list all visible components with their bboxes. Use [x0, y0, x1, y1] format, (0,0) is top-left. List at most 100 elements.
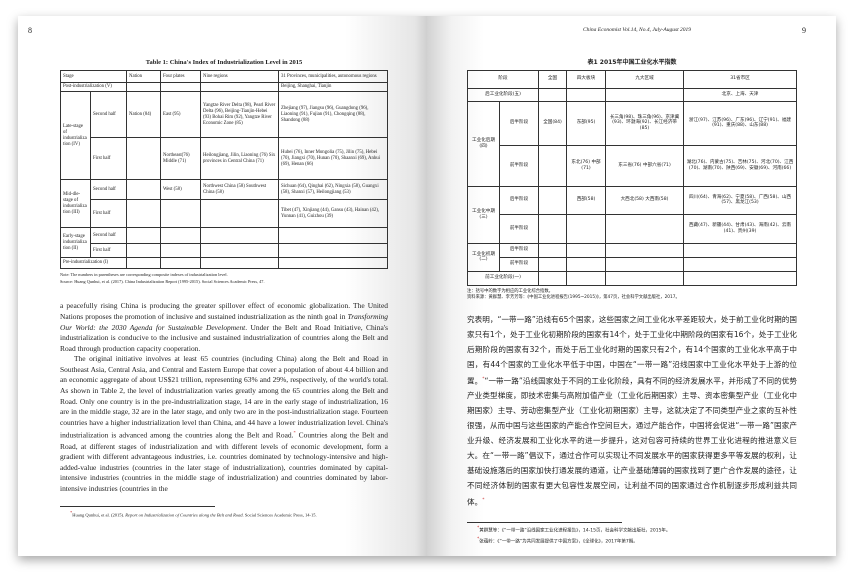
- regions-cell: 大西北(58) 大西南(58): [605, 185, 685, 215]
- note-text: 注：括号中的数字为相应的工业化综合指数。: [467, 288, 553, 294]
- table-row: First half Tibet (47), Xinjiang (44), Ga…: [61, 199, 388, 229]
- footnote-divider: [60, 506, 215, 508]
- provinces-cell: 北京、上海、天津: [683, 87, 797, 102]
- text: a peacefully rising China is producing t…: [60, 301, 388, 321]
- regions-cell: Northwest China (58) Southwest China (58…: [200, 179, 280, 201]
- footnotes: *黄群慧等：《“一带一路”沿线国家工业化进程报告》，14-15页，社会科学文献出…: [467, 525, 797, 547]
- provinces-cell: Beijing, Shanghai, Tianjin: [278, 82, 388, 93]
- provinces-cell: 西藏(47)、新疆(44)、甘肃(43)、海南(42)、云南(41)、贵州(39…: [683, 213, 797, 244]
- plates-cell: East (95): [160, 91, 202, 139]
- table-row: 工业化后期(四) 后半阶段 全国(84) 东部(95) 长三角(98)、珠三角(…: [467, 100, 797, 187]
- provinces-cell: Sichuan (64), Qinghai (62), Ningxia (58)…: [278, 179, 388, 201]
- header-plates: 四大板块: [566, 69, 607, 89]
- footnote-marker: *: [70, 510, 73, 516]
- paragraph: a peacefully rising China is producing t…: [60, 301, 388, 354]
- left-page: 8 Table 1: China's Index of Industrializ…: [18, 16, 427, 556]
- plates-cell: West (58): [160, 179, 202, 201]
- text: Huang Qunhui, et al. (2015).: [72, 512, 126, 518]
- stage-cell: 工业化初期(二): [467, 242, 500, 272]
- text: 黄群慧等：《“一带一路”沿线国家工业化进程报告》，14-15页，社会科学文献出版…: [479, 528, 671, 534]
- provinces-cell: 湖北(76)、内蒙古(75)、吉林(75)、河北(70)、江西(70)、湖南(7…: [683, 144, 797, 187]
- stage-cell: Mid-dle-stage of industrialization (III): [60, 179, 91, 229]
- half-cell: Second half: [89, 91, 128, 139]
- text: 张蕴岭：《“一带一路”为共同发展提供了中国方案》，《全球化》，2017年第7期。: [479, 539, 638, 545]
- body-text-zh: 究表明，“一带一路”沿线有65个国家，这些国家之间工业化水平差距较大，处于前工业…: [467, 312, 797, 510]
- source-text: Source: Huang Qunhui, et al. (2017). Chi…: [60, 278, 265, 284]
- header-stage: 阶段: [466, 69, 540, 89]
- header-regions: 九大区域: [605, 69, 685, 89]
- right-page: China Economist Vol.14, No.4, July-Augus…: [427, 16, 836, 556]
- table-row: 前工业化阶段(一): [466, 270, 797, 286]
- table-row: Late-stage of industrialization (IV) Sec…: [60, 91, 388, 181]
- right-page-content: 表1 2015年中国工业化水平指数 阶段 全国 四大板块 九大区域 31省市区 …: [466, 59, 797, 547]
- table-row: 工业化中期(三) 后半阶段 西部(58) 大西北(58) 大西南(58) 四川(…: [467, 185, 797, 244]
- footnote-marker: *: [477, 525, 480, 531]
- table-title: 表1 2015年中国工业化水平指数: [587, 59, 677, 66]
- header-nation: Nation: [126, 70, 162, 84]
- text: Countries along the Belt and Road, at di…: [60, 430, 388, 493]
- stage-cell: Post-industrialization (V): [59, 82, 128, 93]
- text: . Under the Belt and Road Initiative, Ch…: [60, 322, 388, 353]
- regions-cell: Heilongjiang, Jilin, Liaoning (76) Six p…: [200, 137, 280, 181]
- footnote-divider: [467, 521, 622, 523]
- table-row: 前半阶段 西藏(47)、新疆(44)、甘肃(43)、海南(42)、云南(41)、…: [468, 213, 797, 244]
- footnote-marker[interactable]: *: [482, 376, 485, 382]
- footnote: *Huang Qunhui, et al. (2015). Report on …: [60, 509, 388, 520]
- stage-cell: 后工业化阶段(五): [466, 87, 540, 102]
- half-cell: First half: [89, 199, 128, 229]
- half-cell: 前半阶段: [498, 144, 540, 187]
- half-cell: First half: [89, 137, 128, 181]
- italic-title: Transforming Our World: the 2030 Agenda …: [60, 311, 388, 332]
- industrialization-table: Stage Nation Four plates Nine regions 31…: [59, 70, 388, 270]
- half-cell: 后半阶段: [498, 185, 540, 215]
- footnote-marker[interactable]: *: [293, 430, 296, 436]
- provinces-cell: 四川(64)、青海(62)、宁夏(58)、广西(58)、山西(57)、黑龙江(5…: [683, 185, 797, 215]
- provinces-cell: Zhejiang (97), Jiangsu (96), Guangdong (…: [278, 91, 388, 139]
- plates-cell: 东北(76) 中部(71): [566, 144, 607, 187]
- stage-cell: Late-stage of industrialization (IV): [60, 91, 91, 181]
- stage-cell: Pre-industrialization (I): [59, 257, 128, 270]
- footnote-marker[interactable]: *: [482, 498, 485, 504]
- text: Social Sciences Academic Press, 14-15.: [243, 512, 317, 518]
- header-provinces: 31 Provinces, municipalities, autonomous…: [278, 70, 388, 84]
- half-cell: First half: [89, 243, 128, 259]
- page-number: 9: [802, 26, 806, 35]
- header-regions: Nine regions: [200, 70, 280, 84]
- left-page-content: Table 1: China's Index of Industrializat…: [59, 59, 388, 521]
- note-text: Note: The numbers in parentheses are cor…: [60, 272, 228, 278]
- table-title: Table 1: China's Index of Industrializat…: [145, 59, 303, 66]
- table-row: 后工业化阶段(五) 北京、上海、天津: [466, 87, 797, 102]
- provinces-cell: Tibet (47), Xinjiang (44), Gansu (43), H…: [278, 199, 388, 229]
- header-plates: Four plates: [160, 70, 202, 84]
- footnote: *张蕴岭：《“一带一路”为共同发展提供了中国方案》，《全球化》，2017年第7期…: [477, 536, 797, 547]
- regions-cell: Yangtze River Delta (98), Pearl River De…: [200, 91, 280, 139]
- text: The original initiative involves at leas…: [60, 354, 388, 440]
- header-nation: 全国: [538, 69, 568, 89]
- table-row: 工业化初期(二) 后半阶段: [467, 242, 797, 272]
- source-text: 资料来源：黄群慧、李芳芳等：《中国工业化进程报告(1995~2015)》，第47…: [467, 295, 680, 301]
- running-head: China Economist Vol.14, No.4, July-Augus…: [582, 27, 691, 33]
- paragraph: The original initiative involves at leas…: [60, 354, 388, 494]
- plates-cell: Northeast(76) Middle (71): [160, 137, 202, 181]
- half-cell: 前半阶段: [498, 213, 540, 244]
- book-spread: 8 Table 1: China's Index of Industrializ…: [18, 16, 836, 556]
- body-text: a peacefully rising China is producing t…: [60, 301, 388, 494]
- text: 究表明，“一带一路”沿线有65个国家，这些国家之间工业化水平差距较大，处于前工业…: [467, 314, 797, 386]
- industrialization-table-zh: 阶段 全国 四大板块 九大区域 31省市区 后工业化阶段(五) 北京、上海、天津…: [466, 69, 797, 286]
- table-row: Early-stage industrialization (II) Secon…: [60, 227, 388, 259]
- footnote: *黄群慧等：《“一带一路”沿线国家工业化进程报告》，14-15页，社会科学文献出…: [477, 525, 797, 536]
- stage-cell: 工业化中期(三): [467, 185, 500, 244]
- provinces-cell: 浙江(97)、江苏(96)、广东(96)、辽宁(91)、福建(91)、重庆(88…: [683, 100, 797, 146]
- text: “一带一路”沿线国家处于不同的工业化阶段，具有不同的经济发展水平，并形成了不同的…: [467, 376, 797, 507]
- provinces-cell: Hubei (76), Inner Mongolia (75), Jilin (…: [278, 137, 388, 181]
- header-provinces: 31省市区: [683, 69, 797, 89]
- half-cell: Second half: [89, 179, 128, 201]
- header-stage: Stage: [59, 70, 128, 84]
- page-number: 8: [28, 26, 32, 35]
- table-row: Pre-industrialization (I): [59, 257, 388, 270]
- footnote-marker: *: [477, 536, 480, 542]
- stage-cell: Early-stage industrialization (II): [60, 227, 91, 259]
- half-cell: 后半阶段: [498, 100, 540, 146]
- table-row: Post-industrialization (V) Beijing, Shan…: [59, 82, 388, 93]
- table-note: Note: The numbers in parentheses are cor…: [60, 272, 388, 285]
